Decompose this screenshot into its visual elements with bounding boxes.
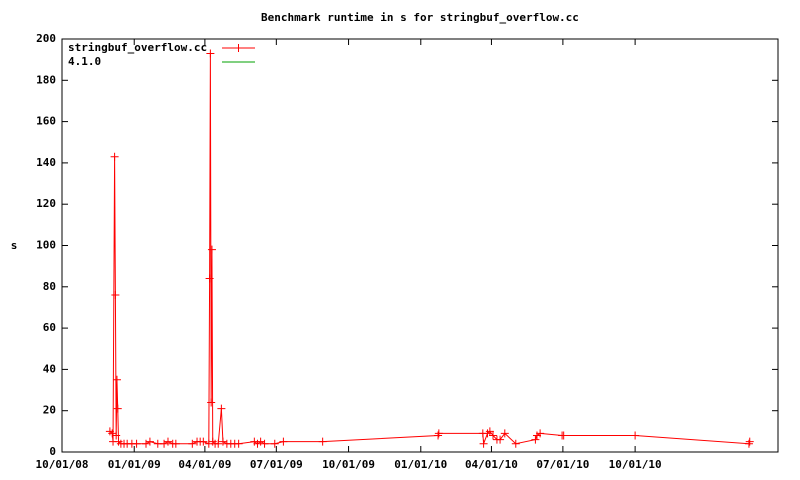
point-marker	[163, 437, 172, 446]
legend-label: 4.1.0	[68, 55, 101, 68]
x-tick-label: 04/01/10	[465, 458, 518, 471]
point-marker	[434, 431, 443, 440]
point-marker	[218, 437, 227, 446]
point-marker	[207, 245, 216, 254]
y-axis-label: s	[11, 239, 18, 252]
point-marker	[111, 291, 120, 300]
y-tick-label: 180	[36, 73, 56, 86]
point-marker	[108, 429, 117, 438]
x-tick-label: 04/01/09	[178, 458, 231, 471]
y-tick-label: 100	[36, 239, 56, 252]
point-marker	[536, 429, 545, 438]
point-marker	[205, 274, 214, 283]
point-marker	[531, 435, 540, 444]
point-marker	[496, 435, 505, 444]
y-tick-label: 160	[36, 115, 56, 128]
point-marker	[279, 437, 288, 446]
point-marker	[434, 429, 443, 438]
y-tick-label: 140	[36, 156, 56, 169]
point-marker	[479, 439, 488, 448]
y-tick-label: 200	[36, 32, 56, 45]
y-tick-label: 0	[49, 445, 56, 458]
y-tick-label: 120	[36, 197, 56, 210]
point-marker	[631, 431, 640, 440]
point-marker	[485, 427, 494, 436]
x-tick-label: 07/01/09	[250, 458, 303, 471]
point-marker	[206, 49, 215, 58]
point-marker	[171, 439, 180, 448]
point-marker	[511, 439, 520, 448]
point-marker	[160, 439, 169, 448]
point-marker	[112, 431, 121, 440]
x-tick-label: 10/01/09	[322, 458, 375, 471]
x-tick-label: 01/01/10	[394, 458, 447, 471]
point-marker	[256, 437, 265, 446]
x-tick-label: 07/01/10	[536, 458, 589, 471]
point-marker	[500, 429, 509, 438]
x-tick-label: 10/01/10	[609, 458, 662, 471]
x-tick-label: 01/01/09	[108, 458, 161, 471]
chart-title: Benchmark runtime in s for stringbuf_ove…	[261, 11, 579, 24]
point-marker	[559, 431, 568, 440]
point-marker	[132, 439, 141, 448]
point-marker	[217, 404, 226, 413]
legend-swatch-marker	[234, 44, 243, 52]
x-tick-label: 10/01/08	[36, 458, 89, 471]
point-marker	[270, 439, 279, 448]
legend-label: stringbuf_overflow.cc	[68, 41, 207, 54]
point-marker	[745, 437, 754, 446]
point-marker	[489, 431, 498, 440]
point-marker	[199, 437, 208, 446]
y-tick-label: 60	[43, 321, 56, 334]
point-marker	[234, 439, 243, 448]
point-marker	[207, 398, 216, 407]
point-marker	[214, 439, 223, 448]
point-marker	[188, 439, 197, 448]
point-marker	[260, 439, 269, 448]
y-tick-label: 80	[43, 280, 56, 293]
point-marker	[112, 375, 121, 384]
point-marker	[145, 437, 154, 446]
point-marker	[142, 439, 151, 448]
y-tick-label: 20	[43, 404, 56, 417]
y-tick-label: 40	[43, 362, 56, 375]
point-marker	[110, 152, 119, 161]
point-marker	[318, 437, 327, 446]
point-marker	[744, 439, 753, 448]
point-marker	[113, 404, 122, 413]
